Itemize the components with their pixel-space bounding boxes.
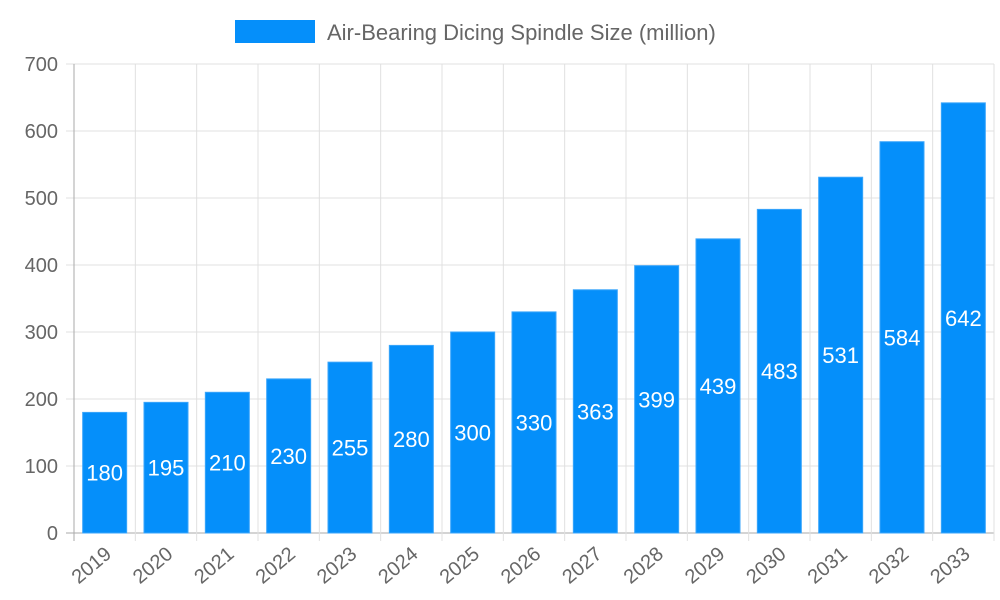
data-label: 255: [332, 436, 369, 461]
y-tick-label: 300: [25, 322, 58, 344]
x-tick-label: 2033: [926, 543, 974, 588]
bar-2022: [266, 378, 312, 534]
x-tick-label: 2029: [681, 543, 729, 588]
data-label: 584: [884, 325, 921, 350]
y-tick-label: 700: [25, 54, 58, 76]
bar-2023: [327, 361, 373, 534]
data-label: 399: [638, 387, 675, 412]
data-label: 280: [393, 427, 430, 452]
bar-2024: [388, 344, 434, 534]
y-tick-label: 100: [25, 456, 58, 478]
y-tick-label: 200: [25, 389, 58, 411]
grid: [66, 63, 995, 541]
data-label: 180: [86, 461, 123, 486]
bars: 180 195 210 230 255 280 300 330 363 399 439 483 531 5…: [82, 102, 986, 534]
bar-2029: [695, 238, 741, 534]
bar-2027: [572, 289, 618, 534]
x-tick-label: 2027: [558, 543, 606, 588]
bar-2021: [204, 391, 250, 534]
bar-2026: [511, 311, 557, 534]
data-label: 230: [270, 444, 307, 469]
data-label: 195: [148, 456, 185, 481]
x-tick-label: 2020: [129, 543, 177, 588]
bar-2031: [818, 176, 864, 534]
legend-label: Air-Bearing Dicing Spindle Size (million…: [327, 20, 716, 45]
data-label: 300: [454, 421, 491, 446]
x-tick-label: 2030: [742, 543, 790, 588]
x-tick-label: 2019: [68, 543, 116, 588]
legend[interactable]: Air-Bearing Dicing Spindle Size (million…: [235, 20, 716, 45]
data-label: 330: [516, 410, 553, 435]
data-label: 210: [209, 451, 246, 476]
data-label: 439: [700, 374, 737, 399]
data-label: 642: [945, 306, 982, 331]
bar-2019: [82, 411, 128, 534]
x-tick-label: 2022: [252, 543, 300, 588]
x-tick-label: 2028: [620, 543, 668, 588]
y-tick-label: 600: [25, 121, 58, 143]
bar-2033: [940, 102, 986, 534]
x-tick-label: 2032: [865, 543, 913, 588]
bar-2025: [450, 331, 496, 534]
bar-2020: [143, 401, 189, 534]
y-tick-label: 400: [25, 255, 58, 277]
data-label: 483: [761, 359, 798, 384]
bar-2032: [879, 141, 925, 534]
y-tick-label: 0: [47, 523, 58, 545]
data-label: 363: [577, 399, 614, 424]
x-tick-label: 2021: [190, 543, 238, 588]
x-tick-label: 2023: [313, 543, 361, 588]
bar-2028: [634, 265, 680, 534]
x-tick-label: 2031: [804, 543, 852, 588]
y-tick-label: 500: [25, 188, 58, 210]
x-tick-label: 2025: [436, 543, 484, 588]
x-tick-label: 2026: [497, 543, 545, 588]
legend-swatch: [235, 20, 315, 43]
bar-2030: [756, 208, 802, 534]
x-tick-label: 2024: [374, 543, 422, 588]
data-label: 531: [822, 343, 859, 368]
